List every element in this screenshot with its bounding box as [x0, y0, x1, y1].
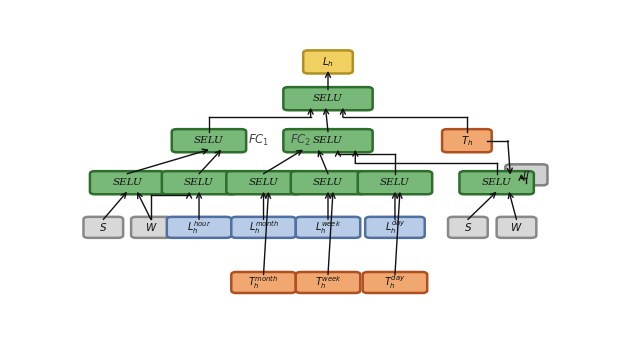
Text: $W$: $W$	[145, 221, 157, 233]
FancyBboxPatch shape	[448, 217, 488, 238]
Text: $T_h$: $T_h$	[461, 134, 473, 148]
Text: $W$: $W$	[510, 221, 523, 233]
Text: SELU: SELU	[184, 178, 214, 187]
FancyBboxPatch shape	[442, 129, 492, 152]
FancyBboxPatch shape	[83, 217, 123, 238]
Text: SELU: SELU	[194, 136, 224, 145]
FancyBboxPatch shape	[167, 217, 231, 238]
Text: SELU: SELU	[313, 136, 343, 145]
Text: $L_h^{week}$: $L_h^{week}$	[315, 219, 341, 236]
FancyBboxPatch shape	[358, 171, 432, 194]
FancyBboxPatch shape	[460, 171, 534, 194]
FancyBboxPatch shape	[231, 217, 296, 238]
Text: SELU: SELU	[313, 94, 343, 103]
Text: $L_h^{month}$: $L_h^{month}$	[248, 219, 278, 236]
Text: SELU: SELU	[249, 178, 278, 187]
Text: $L_h$: $L_h$	[322, 55, 334, 69]
FancyBboxPatch shape	[296, 272, 360, 293]
Text: $FC_1$: $FC_1$	[248, 133, 269, 148]
Text: $II$: $II$	[522, 169, 531, 181]
FancyBboxPatch shape	[365, 217, 425, 238]
FancyBboxPatch shape	[363, 272, 428, 293]
FancyBboxPatch shape	[162, 171, 236, 194]
FancyBboxPatch shape	[296, 217, 360, 238]
Text: SELU: SELU	[313, 178, 343, 187]
Text: SELU: SELU	[380, 178, 410, 187]
FancyBboxPatch shape	[231, 272, 296, 293]
Text: $T_h^{week}$: $T_h^{week}$	[315, 274, 341, 291]
Text: $S$: $S$	[464, 221, 472, 233]
Text: $FC_2$: $FC_2$	[290, 133, 312, 148]
FancyBboxPatch shape	[90, 171, 164, 194]
FancyBboxPatch shape	[131, 217, 171, 238]
FancyBboxPatch shape	[284, 129, 372, 152]
FancyBboxPatch shape	[284, 87, 372, 110]
Text: $S$: $S$	[99, 221, 108, 233]
FancyBboxPatch shape	[172, 129, 246, 152]
FancyBboxPatch shape	[303, 50, 353, 73]
Text: SELU: SELU	[112, 178, 142, 187]
Text: $L_h^{day}$: $L_h^{day}$	[385, 219, 405, 236]
Text: $T_h^{month}$: $T_h^{month}$	[248, 274, 278, 291]
Text: SELU: SELU	[482, 178, 511, 187]
Text: $L_h^{hour}$: $L_h^{hour}$	[187, 219, 211, 236]
FancyBboxPatch shape	[506, 164, 547, 186]
FancyBboxPatch shape	[227, 171, 301, 194]
FancyBboxPatch shape	[497, 217, 536, 238]
FancyBboxPatch shape	[291, 171, 365, 194]
Text: $T_h^{day}$: $T_h^{day}$	[384, 273, 406, 292]
